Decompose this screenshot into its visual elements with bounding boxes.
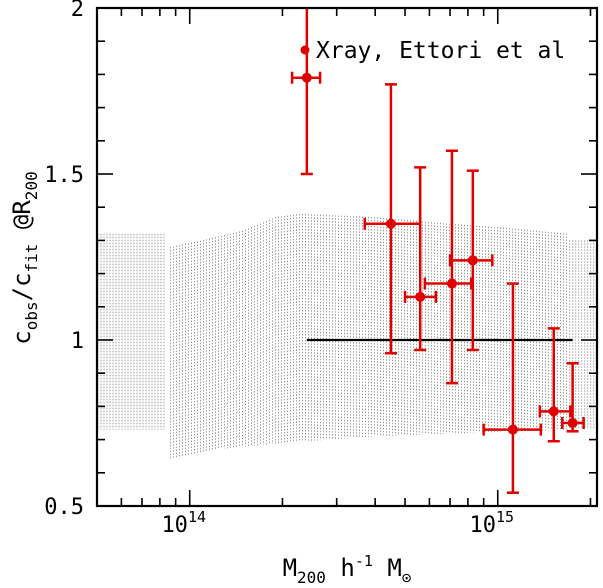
data-point — [403, 166, 438, 352]
point-marker — [548, 406, 559, 417]
data-point — [363, 83, 422, 355]
legend: Xray, Ettori et al — [300, 38, 565, 64]
y-tick-label: 2 — [71, 0, 84, 22]
point-marker — [415, 291, 426, 302]
y-tick-label: 1.5 — [44, 163, 84, 188]
y-tick-label: 0.5 — [44, 495, 84, 520]
data-point — [561, 361, 585, 433]
x-tick-label: 1014 — [161, 508, 206, 538]
axis-tick-labels: 0.5 1 1.5 2 1014 1015 — [44, 0, 514, 538]
data-point — [448, 169, 494, 352]
y-axis-title: cobs/cfit @R200 — [8, 171, 41, 344]
point-marker — [385, 218, 396, 229]
point-marker — [567, 418, 578, 428]
data-point — [538, 327, 572, 443]
plot-frame — [95, 6, 599, 508]
data-point — [423, 149, 473, 385]
data-points-layer — [290, 8, 585, 494]
point-marker — [446, 278, 457, 289]
x-axis-title: M200 h-1 M⊙ — [283, 552, 412, 584]
model-scatter-band — [97, 213, 597, 460]
legend-label: Xray, Ettori et al — [316, 38, 565, 64]
legend-marker — [300, 45, 310, 55]
y-tick-label: 1 — [71, 329, 84, 354]
x-tick-label: 1015 — [469, 508, 514, 538]
point-marker — [301, 72, 312, 83]
data-point — [290, 8, 322, 176]
data-point — [482, 282, 543, 494]
point-marker — [507, 424, 518, 435]
axis-ticks — [96, 7, 597, 507]
point-marker — [467, 255, 478, 266]
